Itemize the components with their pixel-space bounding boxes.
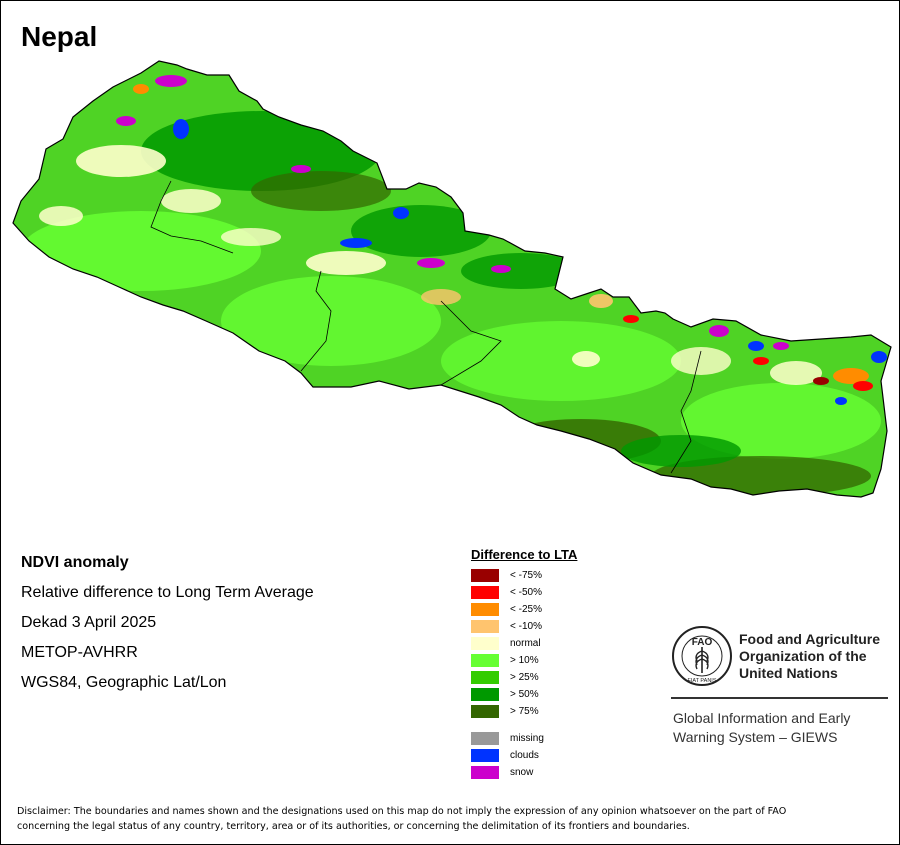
legend-item: < -50% [471,584,577,601]
legend-item: > 25% [471,669,577,686]
legend-swatch [471,766,499,779]
fao-divider [671,697,888,699]
legend-swatch [471,732,499,745]
legend-swatch [471,603,499,616]
legend-label: > 10% [510,655,539,666]
legend-label: < -25% [510,604,542,615]
legend-swatch [471,688,499,701]
giews-line: Warning System – GIEWS [673,729,838,745]
legend-item: < -10% [471,618,577,635]
info-description: Relative difference to Long Term Average [21,584,314,601]
fao-name-line: United Nations [739,665,838,681]
nepal-ndvi-map [12,60,892,498]
legend-label: > 50% [510,689,539,700]
legend-label: missing [510,733,544,744]
giews-name: Global Information and Early Warning Sys… [673,709,850,747]
legend-item: missing [471,730,577,747]
legend-label: > 75% [510,706,539,717]
legend-item: snow [471,764,577,781]
legend-swatch [471,569,499,582]
fao-name-line: Organization of the [739,648,867,664]
disclaimer: Disclaimer: The boundaries and names sho… [17,804,887,834]
legend-label: snow [510,767,534,778]
legend-item: < -75% [471,567,577,584]
map-info: NDVI anomaly Relative difference to Long… [21,553,314,703]
legend-label: < -50% [510,587,542,598]
legend-item: normal [471,635,577,652]
legend-label: > 25% [510,672,539,683]
legend-swatch [471,586,499,599]
legend-swatch [471,671,499,684]
legend-item: < -25% [471,601,577,618]
giews-line: Global Information and Early [673,710,851,726]
disclaimer-line: concerning the legal status of any count… [17,821,690,832]
legend-label: < -75% [510,570,542,581]
fao-name: Food and Agriculture Organization of the… [739,631,880,682]
info-product: NDVI anomaly [21,554,129,571]
fao-logo-text: FAO [692,637,713,648]
legend-item: clouds [471,747,577,764]
fao-name-line: Food and Agriculture [739,631,881,647]
legend-swatch [471,749,499,762]
legend-item: > 50% [471,686,577,703]
info-period: Dekad 3 April 2025 [21,614,157,631]
legend-swatch [471,620,499,633]
disclaimer-line: Disclaimer: The boundaries and names sho… [17,806,787,817]
legend-label: < -10% [510,621,542,632]
fao-motto: FIAT PANIS [687,678,716,684]
legend-label: normal [510,638,541,649]
legend-swatch [471,637,499,650]
info-sensor: METOP-AVHRR [21,644,138,661]
legend-item: > 75% [471,703,577,720]
legend-item: > 10% [471,652,577,669]
legend-label: clouds [510,750,539,761]
legend-swatch [471,705,499,718]
info-projection: WGS84, Geographic Lat/Lon [21,674,227,691]
legend-swatch [471,654,499,667]
legend-title: Difference to LTA [471,547,578,562]
map-legend: Difference to LTA < -75% < -50% < -25% <… [471,547,577,781]
map-title: Nepal [21,21,98,52]
fao-logo-icon: FAO FIAT PANIS [672,626,732,686]
